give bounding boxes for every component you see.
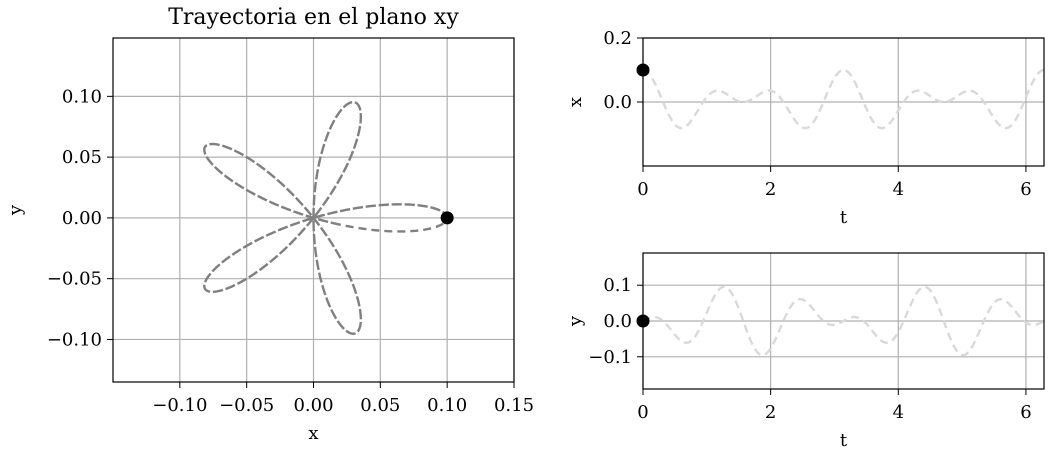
y-t-y-tick-label: −0.1: [588, 347, 632, 368]
xy-x-tick-label: 0.15: [494, 395, 534, 416]
xy-y-tick-label: −0.10: [47, 329, 102, 350]
x-t-x-tick-label: 4: [893, 179, 904, 200]
xy-chart-title: Trayectoria en el plano xy: [168, 5, 459, 30]
xy-x-axis-label: x: [308, 423, 318, 444]
y-t-x-tick-label: 0: [637, 402, 648, 423]
xy-position-marker: [440, 211, 454, 225]
y-t-series-line: [643, 285, 1044, 357]
y-vs-t-panel: 0 2 4 6 −0.1 0.0 0.1 t y: [565, 252, 1045, 450]
y-t-x-tick-label: 6: [1020, 402, 1031, 423]
y-t-x-axis-label: t: [840, 430, 848, 450]
x-t-y-tick-label: 0.2: [603, 28, 632, 49]
y-t-y-axis-label: y: [565, 315, 586, 327]
x-t-x-tick-label: 6: [1020, 179, 1031, 200]
xy-y-tick-label: 0.10: [62, 86, 102, 107]
x-t-x-axis-label: t: [840, 207, 848, 228]
xy-y-tick-label: −0.05: [47, 269, 102, 290]
x-t-x-tick-label: 2: [765, 179, 776, 200]
x-t-position-marker: [636, 63, 650, 77]
xy-x-tick-label: 0.05: [360, 395, 400, 416]
y-t-y-tick-label: 0.0: [603, 311, 632, 332]
xy-x-tick-label: 0.00: [293, 395, 333, 416]
y-t-x-tick-label: 4: [893, 402, 904, 423]
xy-x-tick-label: −0.10: [152, 395, 207, 416]
y-t-x-tick-label: 2: [765, 402, 776, 423]
xy-x-tick-label: 0.10: [427, 395, 467, 416]
xy-trajectory-panel: −0.10 −0.05 0.00 0.05 0.10 0.15 −0.10 −0.05 0.00…: [5, 5, 534, 444]
xy-y-tick-label: 0.05: [62, 147, 102, 168]
xy-series-line: [203, 100, 449, 335]
xy-y-tick-label: 0.00: [62, 208, 102, 229]
x-t-y-tick-label: 0.0: [603, 92, 632, 113]
xy-y-axis-label: y: [5, 204, 26, 216]
xy-x-tick-label: −0.05: [219, 395, 274, 416]
x-t-y-axis-label: x: [565, 97, 586, 107]
x-t-x-tick-label: 0: [637, 179, 648, 200]
x-t-series-line: [643, 68, 1044, 130]
y-t-y-tick-label: 0.1: [603, 275, 632, 296]
x-vs-t-panel: 0 2 4 6 0.0 0.2 t x: [565, 28, 1045, 228]
y-t-position-marker: [636, 314, 650, 328]
